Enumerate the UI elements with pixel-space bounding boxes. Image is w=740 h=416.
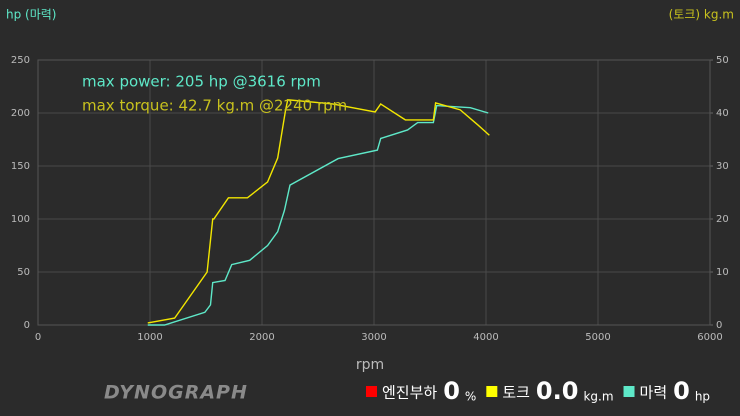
readout-value: 0	[443, 377, 460, 405]
logo: DYNOGRAPH	[104, 382, 248, 404]
plot-frame	[37, 59, 711, 326]
x-tick-label: 0	[35, 332, 41, 343]
y2-axis-label: (토크) kg.m	[669, 8, 734, 22]
y-tick-label: 0	[24, 320, 30, 331]
x-tick-label: 3000	[361, 332, 386, 343]
readout-value: 0	[673, 377, 690, 405]
x-axis-label: rpm	[356, 357, 384, 373]
y2-tick-label: 40	[716, 108, 729, 119]
y-tick-label: 200	[11, 108, 30, 119]
readout-unit: %	[465, 390, 476, 404]
legend-swatch	[623, 386, 635, 397]
legend-name: 마력	[640, 384, 668, 402]
y2-tick-label: 20	[716, 214, 729, 225]
legend-swatch	[366, 386, 377, 397]
readout-unit: hp	[695, 390, 710, 404]
y-tick-label: 50	[17, 267, 30, 278]
y2-tick-label: 0	[716, 320, 722, 331]
legend-name: 토크	[502, 384, 530, 402]
annotation: max power: 205 hp @3616 rpm	[82, 73, 321, 91]
x-tick-label: 2000	[249, 332, 274, 343]
annotation: max torque: 42.7 kg.m @2240 rpm	[82, 97, 347, 115]
y-tick-label: 150	[11, 161, 30, 172]
legend-swatch	[486, 386, 498, 397]
x-tick-label: 5000	[585, 332, 610, 343]
readout-unit: kg.m	[583, 390, 613, 404]
y2-tick-label: 30	[716, 161, 729, 172]
readout-value: 0.0	[536, 377, 579, 405]
x-tick-label: 1000	[137, 332, 162, 343]
series-line	[147, 104, 489, 326]
y2-tick-label: 10	[716, 267, 729, 278]
series-line	[147, 98, 490, 324]
y-tick-label: 250	[11, 55, 30, 66]
y2-tick-label: 50	[716, 55, 729, 66]
legend-name: 엔진부하	[382, 384, 437, 402]
y-axis-label: hp (마력)	[6, 8, 56, 22]
y-tick-label: 100	[11, 214, 30, 225]
x-tick-label: 6000	[697, 332, 722, 343]
x-tick-label: 4000	[473, 332, 498, 343]
